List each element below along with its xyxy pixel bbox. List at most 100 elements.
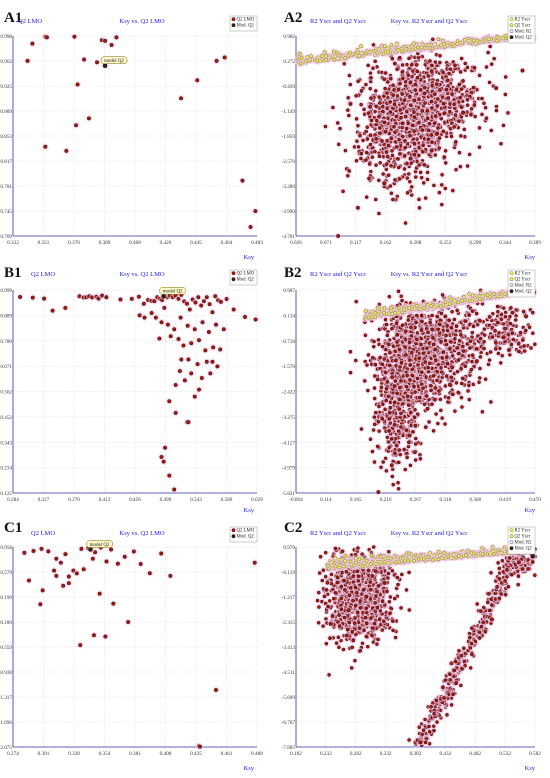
- q2-point: [167, 399, 172, 404]
- q2-yscr-point: [359, 151, 364, 156]
- q2-yscr-point: [458, 164, 463, 169]
- q2-point: [18, 294, 23, 299]
- q2-yscr-point: [477, 73, 482, 78]
- x-tick-label: 0.327: [38, 497, 50, 503]
- x-tick-label: 0.298: [469, 240, 481, 246]
- q2-yscr-point: [438, 53, 442, 58]
- q2-yscr-point: [369, 75, 373, 80]
- r2-yscr-point: [324, 57, 328, 62]
- q2-yscr-point: [393, 178, 397, 182]
- q2-yscr-point: [391, 83, 395, 87]
- q2-yscr-point: [412, 110, 416, 114]
- q2-yscr-point: [415, 75, 420, 80]
- r2-yscr-point: [359, 44, 363, 49]
- q2-yscr-point: [423, 101, 427, 105]
- q2-yscr-point: [484, 116, 489, 120]
- plot-area-a2: 0.026 0.071 0.117 0.162 0.208 0.253 0.298 0.344…: [282, 15, 541, 246]
- q2-yscr-point: [383, 317, 388, 322]
- r2-yscr-point: [309, 54, 313, 58]
- q2-yscr-point: [368, 71, 373, 75]
- plot-area-a1: 0.332 0.351 0.370 0.389 0.408 0.426 0.445 0.464…: [0, 15, 263, 246]
- q2-point: [253, 209, 258, 214]
- x-tick-label: 0.071: [320, 240, 332, 246]
- q2-yscr-point: [354, 117, 359, 121]
- title-a1: Ksy vs. Q2 LMO: [119, 18, 164, 25]
- q2-yscr-point: [408, 80, 413, 85]
- x-tick-label: -0.064: [289, 497, 303, 503]
- q2-point: [162, 305, 167, 310]
- q2-yscr-point: [409, 161, 413, 165]
- legend-entry: Q2 LMO: [237, 18, 255, 23]
- q2-yscr-point: [394, 114, 399, 119]
- q2-yscr-point: [400, 121, 405, 126]
- q2-yscr-point: [408, 103, 413, 107]
- q2-point: [86, 116, 91, 121]
- ylabel-b1: Q2 LMO: [31, 271, 55, 278]
- q2-yscr-point: [412, 141, 417, 146]
- q2-yscr-point: [429, 99, 434, 104]
- q2-yscr-point: [366, 353, 371, 357]
- q2-yscr-point: [341, 189, 345, 194]
- q2-yscr-point: [440, 172, 444, 177]
- legend-entry: Mod. Q2: [237, 278, 255, 283]
- r2-yscr-point: [319, 54, 324, 58]
- q2-yscr-point: [412, 129, 416, 134]
- q2-yscr-point: [402, 98, 407, 102]
- q2-point: [215, 364, 220, 369]
- q2-yscr-point: [480, 112, 484, 117]
- q2-yscr-point: [494, 108, 499, 113]
- q2-yscr-point: [489, 128, 494, 133]
- q2-point: [136, 294, 141, 299]
- q2-yscr-point: [453, 113, 458, 117]
- q2-yscr-point: [331, 105, 335, 110]
- q2-yscr-point: [452, 125, 456, 129]
- y-tick-label: 0.998: [0, 34, 12, 40]
- q2-yscr-point: [395, 67, 399, 72]
- r2-yscr-point: [442, 41, 446, 46]
- x-tick-label: 0.351: [38, 240, 50, 246]
- q2-yscr-point: [356, 145, 361, 149]
- q2-yscr-point: [348, 102, 353, 106]
- q2-point: [218, 299, 223, 304]
- q2-yscr-point: [404, 126, 409, 131]
- q2-yscr-point: [366, 63, 370, 68]
- q2-point: [222, 55, 227, 60]
- x-tick-label: 0.344: [499, 240, 511, 246]
- q2-yscr-point: [368, 105, 372, 109]
- q2-point: [196, 295, 201, 300]
- q2-yscr-point: [401, 76, 405, 81]
- q2-yscr-point: [423, 196, 428, 200]
- q2-yscr-point: [381, 104, 385, 109]
- q2-yscr-point: [356, 79, 360, 84]
- q2-yscr-point: [368, 133, 373, 137]
- q2-point: [520, 68, 525, 73]
- q2-point: [181, 343, 186, 348]
- q2-yscr-point: [426, 74, 431, 78]
- q2-yscr-point: [443, 422, 447, 426]
- q2-yscr-point: [452, 102, 456, 107]
- q2-yscr-point: [335, 121, 340, 125]
- y-tick-label: 0.962: [0, 59, 12, 65]
- q2-yscr-point: [458, 95, 463, 100]
- panel-label-a1: A1: [4, 10, 22, 26]
- q2-yscr-point: [459, 56, 464, 61]
- r2-yscr-point: [356, 50, 361, 55]
- q2-yscr-point: [397, 152, 402, 156]
- q2-yscr-point: [430, 140, 434, 144]
- q2-yscr-point: [437, 146, 442, 150]
- y-tick-label: 0.134: [283, 313, 295, 319]
- q2-point: [75, 82, 80, 87]
- q2-point: [189, 341, 194, 346]
- panel-a1: A1 Q2 LMO Ksy vs. Q2 LMO Ksy 0.332 0.351 0…: [0, 10, 263, 261]
- q2-yscr-point: [483, 105, 488, 110]
- y-tick-label: -4.979: [282, 466, 296, 472]
- q2-yscr-point: [448, 109, 452, 114]
- q2-yscr-point: [473, 114, 477, 119]
- q2-yscr-point: [489, 62, 494, 66]
- legend-entry: R2 Yscr: [515, 18, 531, 23]
- q2-yscr-point: [400, 70, 405, 74]
- q2-yscr-point: [336, 142, 341, 147]
- r2-yscr-point: [343, 56, 347, 61]
- q2-yscr-point: [383, 71, 388, 75]
